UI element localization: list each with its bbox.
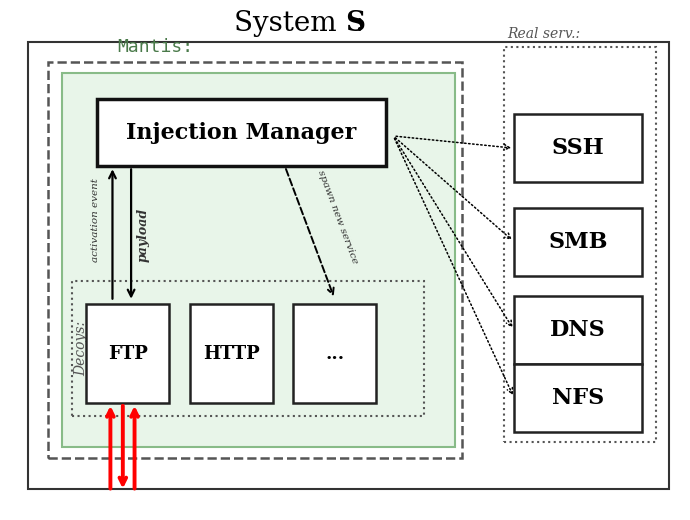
Text: activation event: activation event [90,178,100,262]
Bar [514,208,642,276]
Text: :: : [354,10,364,37]
Text: SSH: SSH [551,137,604,159]
Bar [86,304,169,403]
Text: HTTP: HTTP [203,345,259,362]
Bar [293,304,376,403]
Text: S: S [345,10,365,37]
Bar [514,364,642,432]
Text: Injection Manager: Injection Manager [126,122,357,144]
Bar [504,47,656,442]
Bar [62,73,455,447]
Bar [72,281,424,416]
Text: System: System [233,10,345,37]
Text: payload: payload [137,208,150,263]
Text: Decoys:: Decoys: [74,321,88,376]
Text: FTP: FTP [108,345,148,362]
Text: ...: ... [325,345,344,362]
Bar [28,42,669,489]
Bar [514,114,642,182]
Text: NFS: NFS [552,387,604,409]
Text: SMB: SMB [548,231,608,253]
Bar [48,62,462,458]
Bar [514,296,642,364]
Text: Mantis:: Mantis: [117,38,193,56]
Bar [97,99,386,166]
Text: Real serv.:: Real serv.: [507,27,580,41]
Bar [190,304,273,403]
Text: DNS: DNS [550,319,606,341]
Text: spawn new service: spawn new service [316,169,359,265]
